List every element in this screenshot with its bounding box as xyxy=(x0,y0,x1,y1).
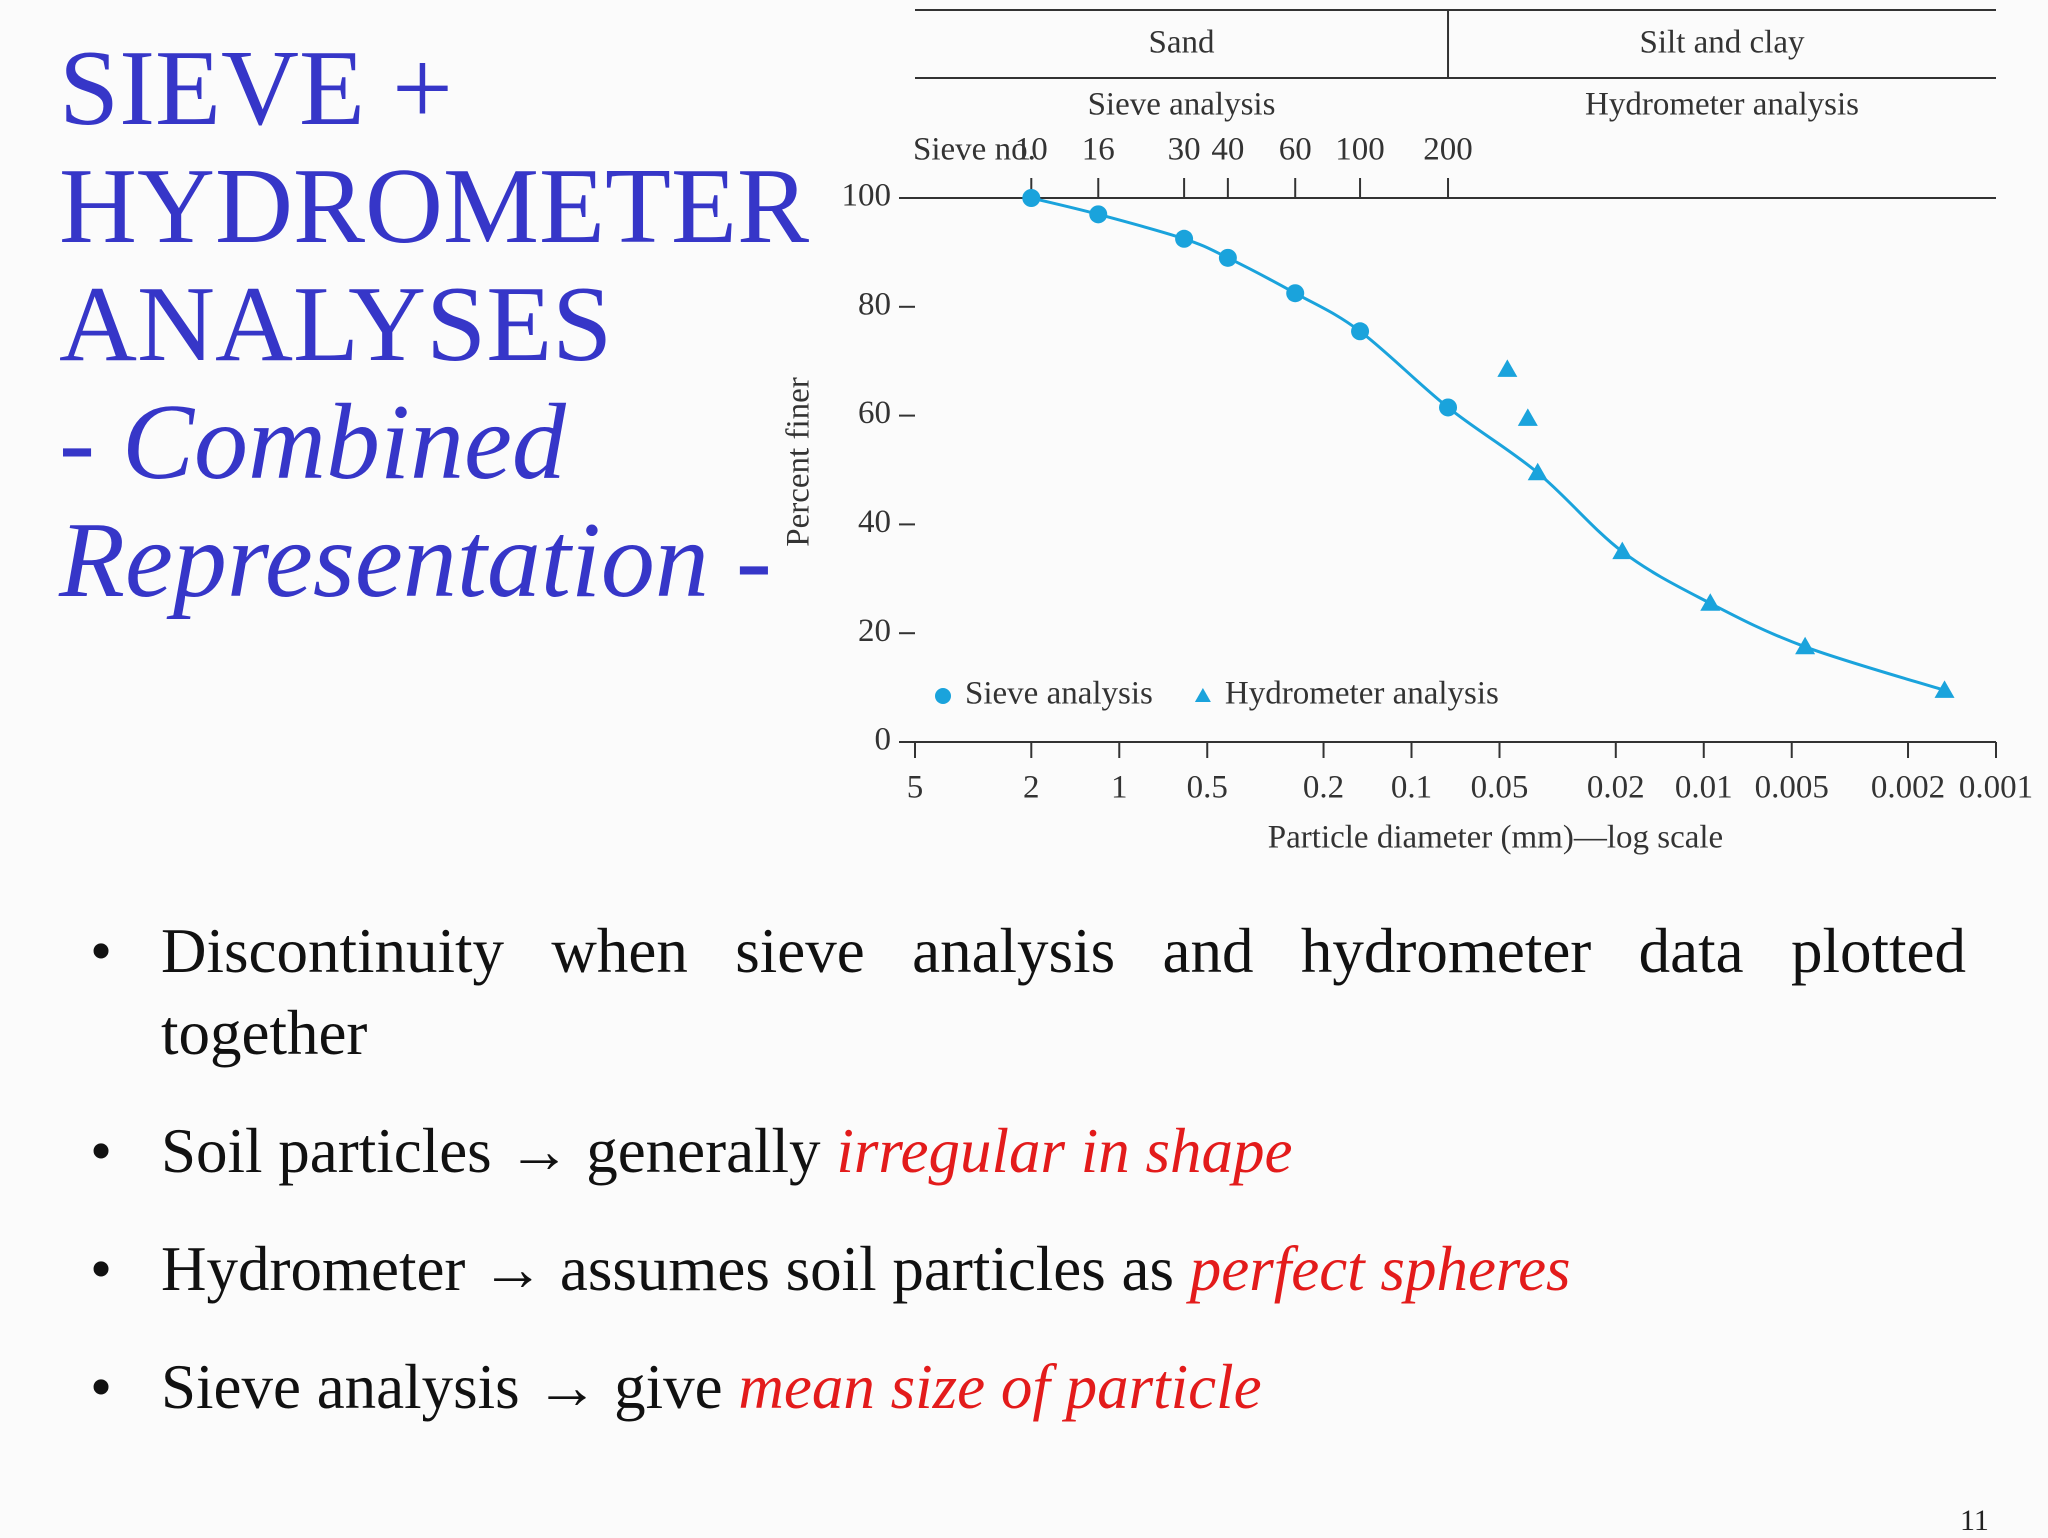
subtitle-line: - Combined xyxy=(59,383,566,502)
y-tick-label: 40 xyxy=(858,504,891,540)
sieve-number: 100 xyxy=(1335,132,1385,168)
sieve-point xyxy=(1439,398,1458,417)
x-axis-label: Particle diameter (mm)—log scale xyxy=(1268,820,1723,856)
bullet-text: Hydrometer → assumes soil particles as xyxy=(161,1234,1190,1304)
sieve-point xyxy=(1218,248,1237,267)
sieve-label: Sieve no. xyxy=(913,132,1036,168)
x-tick-label: 0.005 xyxy=(1755,770,1829,806)
chart: Sand Silt and clay Sieve analysis Hydromete… xyxy=(781,9,2033,856)
y-tick-label: 20 xyxy=(858,613,891,649)
x-tick-label: 0.001 xyxy=(1959,770,2033,806)
x-tick-label: 0.02 xyxy=(1587,770,1645,806)
legend-marker xyxy=(935,688,951,704)
x-tick-label: 2 xyxy=(1023,770,1040,806)
x-tick-label: 5 xyxy=(907,770,924,806)
page-number: 11 xyxy=(1960,1504,1989,1537)
bullet: • Soil particles → generally irregular in… xyxy=(90,1110,1966,1192)
legend-marker xyxy=(1194,688,1211,702)
bullet-list: • Discontinuity when sieve analysis and h… xyxy=(90,910,1966,1464)
bullet-dot: • xyxy=(90,916,113,986)
sieve-number: 60 xyxy=(1279,132,1312,168)
y-axis-label: Percent finer xyxy=(781,377,817,547)
sieve-number: 30 xyxy=(1168,132,1201,168)
bullet-text: Soil particles → generally xyxy=(161,1116,837,1186)
bullet-dot: • xyxy=(90,1116,113,1186)
bullet-text: Discontinuity when sieve analysis and hy… xyxy=(161,916,1966,1068)
sieve-number: 10 xyxy=(1015,132,1048,168)
x-tick-label: 0.01 xyxy=(1675,770,1733,806)
hydrometer-point xyxy=(1612,541,1633,560)
sieve-point xyxy=(1022,189,1041,207)
x-tick-label: 0.1 xyxy=(1391,770,1432,806)
emphasis-text: perfect spheres xyxy=(1189,1234,1571,1304)
x-tick-label: 1 xyxy=(1111,770,1128,806)
subtitle-line: Representation - xyxy=(59,501,772,620)
bullet: • Hydrometer → assumes soil particles as … xyxy=(90,1228,1966,1310)
x-tick-label: 0.2 xyxy=(1303,770,1344,806)
x-tick-label: 0.05 xyxy=(1471,770,1529,806)
y-tick-label: 60 xyxy=(858,395,891,431)
hydrometer-point xyxy=(1497,359,1518,377)
method-label: Hydrometer analysis xyxy=(1585,87,1859,123)
sieve-point xyxy=(1351,322,1370,341)
bullet: • Discontinuity when sieve analysis and h… xyxy=(90,910,1966,1074)
emphasis-text: irregular in shape xyxy=(836,1116,1293,1186)
bullet-dot: • xyxy=(90,1352,113,1422)
hydrometer-point xyxy=(1795,636,1816,655)
hydrometer-point xyxy=(1700,593,1721,611)
sieve-point xyxy=(1089,205,1108,224)
legend-label: Sieve analysis xyxy=(965,676,1153,712)
title-line: SIEVE + xyxy=(59,29,453,148)
slide-title: SIEVE + HYDROMETER ANALYSES - Combined Repre… xyxy=(59,30,809,620)
hydrometer-point xyxy=(1527,462,1548,481)
emphasis-text: mean size of particle xyxy=(738,1352,1262,1422)
hydrometer-point xyxy=(1934,680,1955,698)
sieve-point xyxy=(1175,229,1194,248)
y-tick-label: 80 xyxy=(858,286,891,322)
x-tick-label: 0.5 xyxy=(1187,770,1228,806)
sieve-number: 16 xyxy=(1082,132,1115,168)
bullet: • Sieve analysis → give mean size of part… xyxy=(90,1346,1966,1428)
soil-type-label: Silt and clay xyxy=(1640,25,1805,61)
x-tick-label: 0.002 xyxy=(1871,770,1945,806)
legend-label: Hydrometer analysis xyxy=(1225,676,1499,712)
soil-type-label: Sand xyxy=(1149,25,1216,61)
hydrometer-point xyxy=(1517,408,1538,426)
y-tick-label: 100 xyxy=(842,178,892,214)
bullet-dot: • xyxy=(90,1234,113,1304)
fit-curve xyxy=(1030,196,1945,692)
sieve-point xyxy=(1286,284,1305,303)
sieve-number: 40 xyxy=(1211,132,1244,168)
title-line: HYDROMETER xyxy=(59,147,809,266)
bullet-text: Sieve analysis → give xyxy=(161,1352,739,1422)
method-label: Sieve analysis xyxy=(1088,87,1276,123)
title-line: ANALYSES xyxy=(59,265,613,384)
sieve-number: 200 xyxy=(1423,132,1473,168)
y-tick-label: 0 xyxy=(875,722,892,758)
